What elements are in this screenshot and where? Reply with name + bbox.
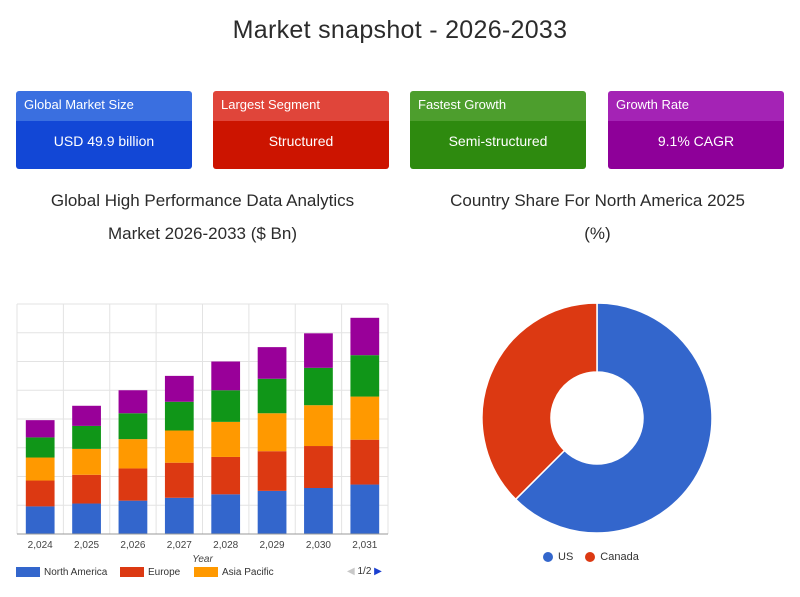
bar-segment [164, 375, 194, 402]
x-axis-title: Year [192, 554, 213, 565]
x-tick-label: 2,027 [167, 540, 192, 551]
bar-segment [118, 390, 148, 414]
bar-segment [304, 367, 333, 406]
legend-pager: ◀ 1/2 ▶ [347, 566, 382, 577]
bar-chart-title-line2: Market 2026-2033 ($ Bn) [108, 224, 297, 243]
legend-prev-icon[interactable]: ◀ [347, 566, 355, 577]
kpi-card-growth-rate: Growth Rate 9.1% CAGR [608, 91, 784, 169]
bar-segment [118, 439, 148, 469]
bar-segment [304, 333, 333, 368]
bar-segment [257, 347, 287, 379]
bar-segment [25, 437, 55, 458]
bar-segment [72, 448, 101, 475]
stacked-bar-chart: 2,024 2,025 2,026 2,027 2,028 2,029 2,030 2,031… [16, 303, 389, 565]
legend-dot [543, 552, 553, 563]
bar-segment [304, 446, 333, 488]
kpi-card-value: 9.1% CAGR [608, 121, 784, 169]
bar-chart-legend: North America Europe Asia Pacific [16, 567, 316, 581]
kpi-cards: Global Market Size USD 49.9 billion Larg… [16, 91, 784, 169]
legend-item: Asia Pacific [194, 567, 274, 578]
legend-swatch [120, 567, 144, 578]
x-tick-label: 2,029 [260, 540, 285, 551]
kpi-card-value: Semi-structured [410, 121, 586, 169]
legend-label: Europe [148, 567, 181, 578]
x-tick-label: 2,030 [306, 540, 331, 551]
bar-segment [350, 484, 380, 534]
bar-segment [164, 497, 194, 534]
bar-segment [257, 378, 287, 414]
donut-chart-legend: US Canada [543, 551, 651, 563]
bar-segment [211, 494, 241, 534]
kpi-card-label: Growth Rate [608, 91, 784, 121]
bar-segment [257, 490, 287, 534]
bar-segment [25, 420, 55, 438]
donut-legend-item: Canada [585, 551, 639, 563]
kpi-card-value: Structured [213, 121, 389, 169]
bar-segment [164, 462, 194, 498]
legend-label: Asia Pacific [222, 567, 274, 578]
legend-item: North America [16, 567, 107, 578]
x-tick-label: 2,028 [213, 540, 238, 551]
bar-segment [257, 413, 287, 452]
kpi-card-fastest-growth: Fastest Growth Semi-structured [410, 91, 586, 169]
bar-segment [164, 401, 194, 431]
legend-label: North America [44, 567, 108, 578]
kpi-card-value: USD 49.9 billion [16, 121, 192, 169]
kpi-card-label: Global Market Size [16, 91, 192, 121]
bar-chart-title-line1: Global High Performance Data Analytics [50, 191, 355, 210]
donut-chart [481, 302, 713, 534]
kpi-card-label: Largest Segment [213, 91, 389, 121]
kpi-card-label: Fastest Growth [410, 91, 586, 121]
bar-segment [118, 468, 148, 501]
legend-item: Europe [120, 567, 180, 578]
legend-label: US [558, 551, 574, 563]
kpi-card-largest-segment: Largest Segment Structured [213, 91, 389, 169]
legend-swatch [16, 567, 40, 578]
pie-chart-title: Country Share For North America 2025 (%) [395, 184, 800, 250]
bar-segment [350, 355, 380, 397]
bar-segment [304, 488, 333, 534]
legend-dot [585, 552, 596, 563]
bar-segment [211, 456, 241, 495]
bar-segment [164, 430, 194, 463]
bar-segment [118, 500, 148, 534]
legend-label: Canada [600, 551, 639, 563]
x-tick-label: 2,024 [28, 540, 53, 551]
bar-segment [304, 405, 333, 447]
bar-segment [25, 480, 55, 507]
bar-segment [72, 503, 101, 534]
bar-segment [350, 439, 380, 485]
legend-swatch [194, 567, 218, 578]
page-title: Market snapshot - 2026-2033 [232, 16, 568, 44]
bar-segment [350, 396, 380, 440]
pie-chart-title-line1: Country Share For North America 2025 [450, 191, 745, 210]
x-tick-label: 2,025 [74, 540, 99, 551]
x-tick-label: 2,031 [352, 540, 377, 551]
bar-segment [211, 421, 241, 457]
bar-segment [211, 361, 241, 391]
legend-page-indicator: 1/2 [357, 566, 372, 577]
legend-next-icon[interactable]: ▶ [374, 566, 382, 577]
bar-segment [72, 425, 101, 449]
bar-segment [72, 405, 101, 426]
bar-segment [350, 317, 380, 356]
donut-slice-canada [481, 302, 598, 501]
bar-segment [25, 457, 55, 481]
bar-chart-title: Global High Performance Data Analytics M… [0, 184, 405, 250]
pie-chart-title-line2: (%) [584, 224, 611, 243]
bar-segment [25, 506, 55, 534]
donut-slice-us [514, 302, 713, 534]
x-tick-label: 2,026 [120, 540, 145, 551]
bar-segment [257, 451, 287, 491]
bar-segment [118, 413, 148, 440]
kpi-card-market-size: Global Market Size USD 49.9 billion [16, 91, 192, 169]
bar-segment [211, 390, 241, 422]
donut-legend-item: US [543, 551, 573, 563]
bar-segment [72, 474, 101, 504]
